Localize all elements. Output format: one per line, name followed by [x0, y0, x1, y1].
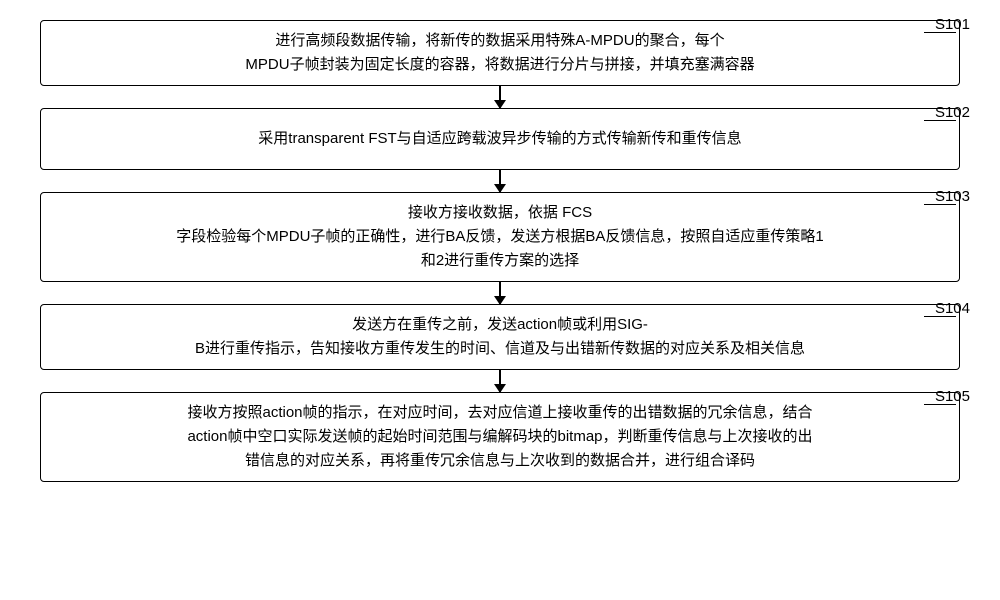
step-label: S101: [935, 16, 970, 33]
step-text: B进行重传指示，告知接收方重传发生的时间、信道及与出错新传数据的对应关系及相关信…: [57, 337, 943, 361]
step-wrapper-2: 采用transparent FST与自适应跨载波异步传输的方式传输新传和重传信息…: [20, 108, 980, 170]
arrow-down: [499, 370, 501, 392]
step-text: 错信息的对应关系，再将重传冗余信息与上次收到的数据合并，进行组合译码: [57, 449, 943, 473]
step-text: 发送方在重传之前，发送action帧或利用SIG-: [57, 313, 943, 337]
step-text: 接收方接收数据，依据 FCS: [57, 201, 943, 225]
step-text: 采用transparent FST与自适应跨载波异步传输的方式传输新传和重传信息: [57, 127, 943, 151]
step-box-1: 进行高频段数据传输，将新传的数据采用特殊A-MPDU的聚合，每个 MPDU子帧封…: [40, 20, 960, 86]
step-label: S103: [935, 188, 970, 205]
step-wrapper-4: 发送方在重传之前，发送action帧或利用SIG- B进行重传指示，告知接收方重…: [20, 304, 980, 370]
step-text: 接收方按照action帧的指示，在对应时间，去对应信道上接收重传的出错数据的冗余…: [57, 401, 943, 425]
flowchart-container: 进行高频段数据传输，将新传的数据采用特殊A-MPDU的聚合，每个 MPDU子帧封…: [20, 20, 980, 482]
step-text: action帧中空口实际发送帧的起始时间范围与编解码块的bitmap，判断重传信…: [57, 425, 943, 449]
arrow-down: [499, 282, 501, 304]
step-wrapper-3: 接收方接收数据，依据 FCS 字段检验每个MPDU子帧的正确性，进行BA反馈，发…: [20, 192, 980, 282]
step-box-2: 采用transparent FST与自适应跨载波异步传输的方式传输新传和重传信息: [40, 108, 960, 170]
step-box-5: 接收方按照action帧的指示，在对应时间，去对应信道上接收重传的出错数据的冗余…: [40, 392, 960, 482]
step-text: MPDU子帧封装为固定长度的容器，将数据进行分片与拼接，并填充塞满容器: [57, 53, 943, 77]
step-wrapper-5: 接收方按照action帧的指示，在对应时间，去对应信道上接收重传的出错数据的冗余…: [20, 392, 980, 482]
step-box-4: 发送方在重传之前，发送action帧或利用SIG- B进行重传指示，告知接收方重…: [40, 304, 960, 370]
step-label: S104: [935, 300, 970, 317]
step-text: 字段检验每个MPDU子帧的正确性，进行BA反馈，发送方根据BA反馈信息，按照自适…: [57, 225, 943, 249]
step-label: S105: [935, 388, 970, 405]
arrow-down: [499, 170, 501, 192]
step-label: S102: [935, 104, 970, 121]
step-wrapper-1: 进行高频段数据传输，将新传的数据采用特殊A-MPDU的聚合，每个 MPDU子帧封…: [20, 20, 980, 86]
step-text: 和2进行重传方案的选择: [57, 249, 943, 273]
step-box-3: 接收方接收数据，依据 FCS 字段检验每个MPDU子帧的正确性，进行BA反馈，发…: [40, 192, 960, 282]
arrow-down: [499, 86, 501, 108]
step-text: 进行高频段数据传输，将新传的数据采用特殊A-MPDU的聚合，每个: [57, 29, 943, 53]
